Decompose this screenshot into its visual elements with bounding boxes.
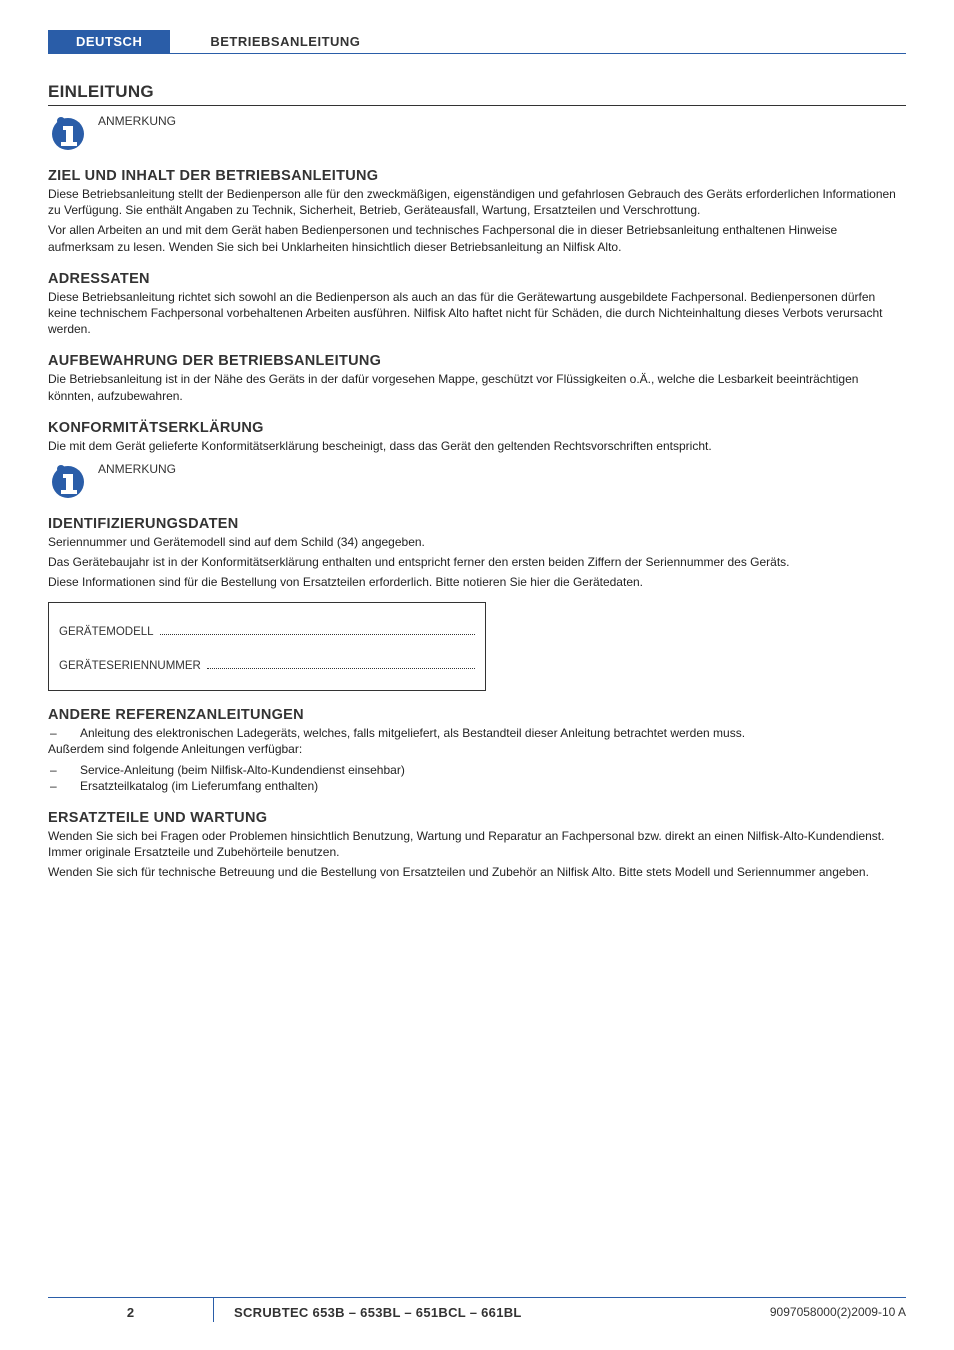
list-item: – Anleitung des elektronischen Ladegerät… [48,725,906,741]
bullet-list: – Anleitung des elektronischen Ladegerät… [48,725,906,741]
body-text: Die Betriebsanleitung ist in der Nähe de… [48,371,906,403]
form-field-model: GERÄTEMODELL [59,623,475,637]
document-type-label: BETRIEBSANLEITUNG [170,30,360,53]
note-block: ANMERKUNG [48,112,906,152]
section-heading-konformitaet: KONFORMITÄTSERKLÄRUNG [48,420,906,436]
body-text: Seriennummer und Gerätemodell sind auf d… [48,534,906,550]
body-text: Diese Informationen sind für die Bestell… [48,574,906,590]
body-text: Außerdem sind folgende Anleitungen verfü… [48,741,906,757]
info-icon [48,460,88,500]
dotted-line [160,623,475,634]
bullet-list: – Service-Anleitung (beim Nilfisk-Alto-K… [48,762,906,794]
body-text: Diese Betriebsanleitung stellt der Bedie… [48,186,906,218]
body-text: Die mit dem Gerät gelieferte Konformität… [48,438,906,454]
note-label: ANMERKUNG [98,460,176,476]
list-item: – Service-Anleitung (beim Nilfisk-Alto-K… [48,762,906,778]
section-heading-ersatzteile: ERSATZTEILE UND WARTUNG [48,810,906,826]
list-item-text: Service-Anleitung (beim Nilfisk-Alto-Kun… [80,762,405,778]
page-number: 2 [48,1305,213,1320]
section-heading-aufbewahrung: AUFBEWAHRUNG DER BETRIEBSANLEITUNG [48,353,906,369]
info-icon [48,112,88,152]
list-item-text: Ersatzteilkatalog (im Lieferumfang entha… [80,778,318,794]
section-heading-identifizierung: IDENTIFIZIERUNGSDATEN [48,516,906,532]
dash-icon: – [48,778,80,794]
device-data-form: GERÄTEMODELL GERÄTESERIENNUMMER [48,602,486,691]
section-heading-referenz: ANDERE REFERENZANLEITUNGEN [48,707,906,723]
note-block: ANMERKUNG [48,460,906,500]
body-text: Das Gerätebaujahr ist in der Konformität… [48,554,906,570]
page-footer: 2 SCRUBTEC 653B – 653BL – 651BCL – 661BL… [48,1297,906,1322]
body-text: Diese Betriebsanleitung richtet sich sow… [48,289,906,338]
form-label: GERÄTESERIENNUMMER [59,660,201,672]
dash-icon: – [48,725,80,741]
footer-doc-code: 9097058000(2)2009-10 A [770,1305,906,1319]
form-label: GERÄTEMODELL [59,626,154,638]
language-tab: DEUTSCH [48,30,170,53]
section-heading-ziel: ZIEL UND INHALT DER BETRIEBSANLEITUNG [48,168,906,184]
section-heading-adressaten: ADRESSATEN [48,271,906,287]
body-text: Vor allen Arbeiten an und mit dem Gerät … [48,222,906,254]
dotted-line [207,658,475,669]
list-item-text: Anleitung des elektronischen Ladegeräts,… [80,725,745,741]
page-title: EINLEITUNG [48,82,906,106]
form-field-serial: GERÄTESERIENNUMMER [59,658,475,672]
body-text: Wenden Sie sich bei Fragen oder Probleme… [48,828,906,860]
body-text: Wenden Sie sich für technische Betreuung… [48,864,906,880]
dash-icon: – [48,762,80,778]
list-item: – Ersatzteilkatalog (im Lieferumfang ent… [48,778,906,794]
note-label: ANMERKUNG [98,112,176,128]
document-header: DEUTSCH BETRIEBSANLEITUNG [48,30,906,54]
footer-model: SCRUBTEC 653B – 653BL – 651BCL – 661BL [214,1305,770,1320]
